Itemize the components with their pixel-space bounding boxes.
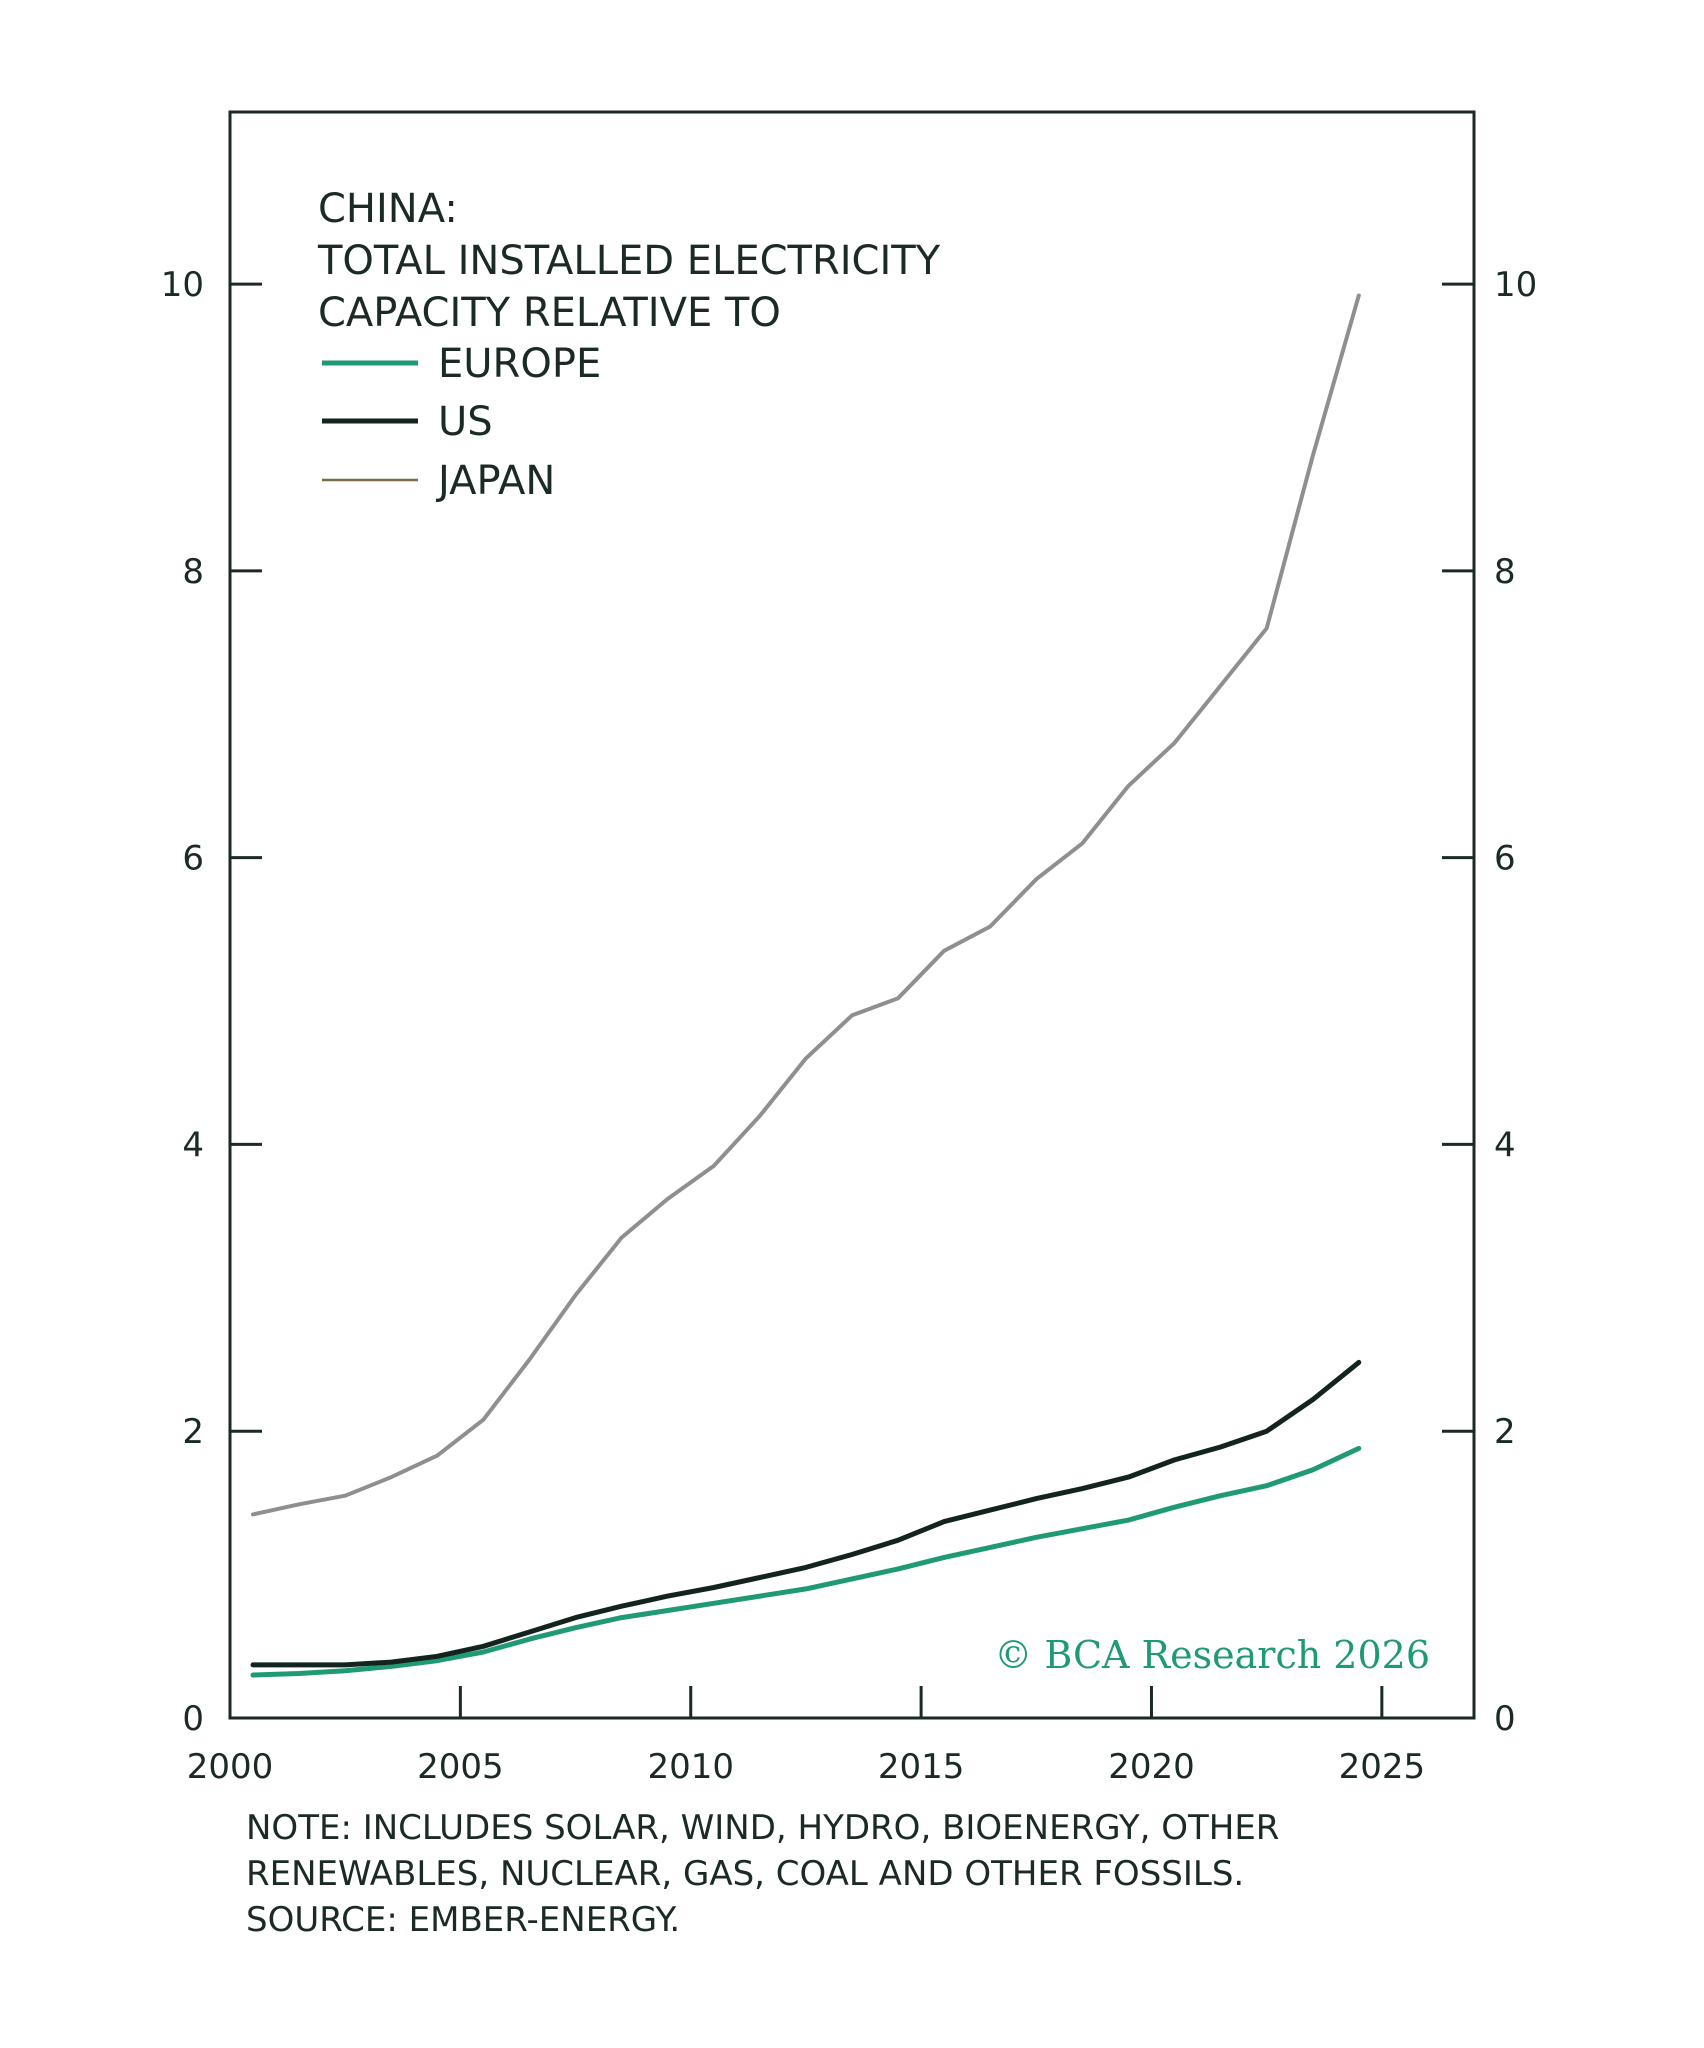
chart-note: NOTE: INCLUDES SOLAR, WIND, HYDRO, BIOEN… (246, 1805, 1546, 1943)
y-tick-label-right: 0 (1494, 1699, 1516, 1739)
series-line-us (250, 1359, 1362, 1668)
chart-title-line-1: CHINA: (318, 186, 458, 232)
y-tick-label-right: 2 (1494, 1412, 1516, 1452)
x-tick-label: 2020 (1108, 1747, 1195, 1787)
x-tick-label: 2005 (417, 1747, 504, 1787)
note-line-3: SOURCE: EMBER-ENERGY. (246, 1900, 681, 1940)
y-tick-label-left: 0 (182, 1699, 204, 1739)
legend-label-japan: JAPAN (435, 458, 555, 504)
y-tick-label-left: 10 (161, 265, 204, 305)
y-tick-label-right: 6 (1494, 839, 1516, 879)
y-tick-label-left: 8 (182, 552, 204, 592)
y-tick-label-left: 4 (182, 1125, 204, 1165)
plot-frame (228, 110, 1476, 1720)
note-line-1: NOTE: INCLUDES SOLAR, WIND, HYDRO, BIOEN… (246, 1808, 1280, 1848)
legend: EUROPE US JAPAN (322, 341, 601, 504)
axis-ticks: 0 0 2 2 4 4 6 6 8 8 10 10 2000 2005 2010 2015 2020 2025 (161, 265, 1538, 1787)
chart-title: CHINA: TOTAL INSTALLED ELECTRICITY CAPAC… (317, 186, 941, 336)
legend-label-us: US (438, 399, 493, 445)
y-tick-label-right: 8 (1494, 552, 1516, 592)
y-tick-label-right: 4 (1494, 1125, 1516, 1165)
y-tick-label-right: 10 (1494, 265, 1537, 305)
chart-title-line-3: CAPACITY RELATIVE TO (318, 290, 781, 336)
y-tick-label-left: 2 (182, 1412, 204, 1452)
x-tick-label: 2010 (647, 1747, 734, 1787)
series-line-europe (250, 1445, 1362, 1678)
x-tick-label: 2025 (1339, 1747, 1426, 1787)
copyright-watermark: © BCA Research 2026 (994, 1633, 1430, 1677)
y-tick-label-left: 6 (182, 839, 204, 879)
legend-label-europe: EUROPE (438, 341, 601, 387)
series-line-japan (251, 293, 1361, 1517)
series-lines (250, 293, 1362, 1678)
note-line-2: RENEWABLES, NUCLEAR, GAS, COAL AND OTHER… (246, 1854, 1245, 1894)
chart-title-line-2: TOTAL INSTALLED ELECTRICITY (317, 238, 941, 284)
x-tick-label: 2015 (878, 1747, 965, 1787)
x-tick-label: 2000 (187, 1747, 274, 1787)
